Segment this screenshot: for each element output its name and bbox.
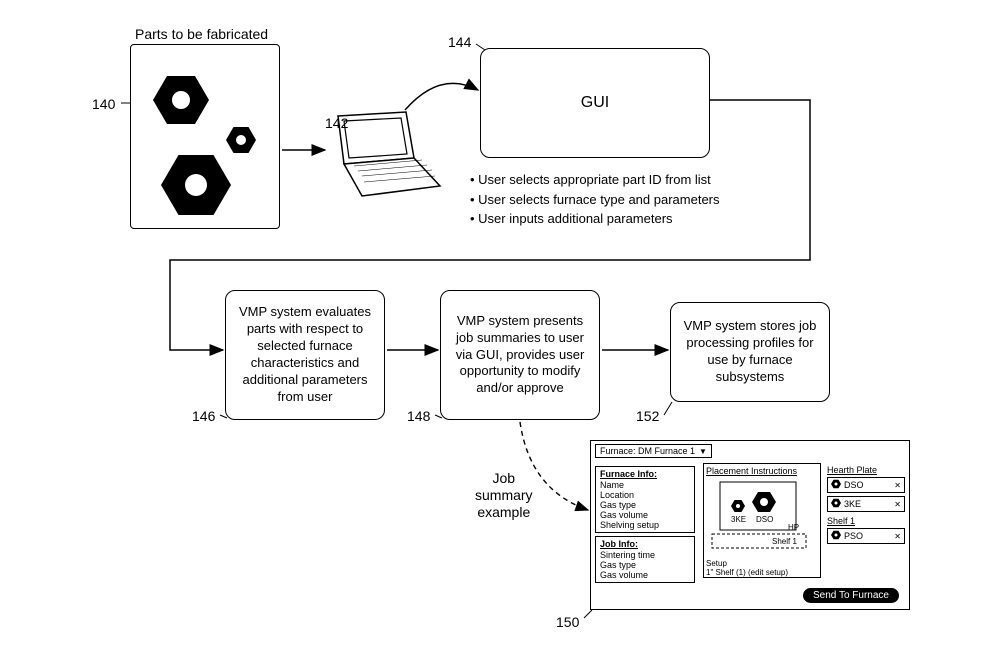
fi-2: Gas type <box>600 500 690 510</box>
furnace-info-box: Furnace Info: Name Location Gas type Gas… <box>595 466 695 533</box>
parts-hex-icons <box>131 45 281 230</box>
placement-illustration: 3KE DSO HP Shelf 1 <box>706 478 820 558</box>
hearth-item-3ke[interactable]: 3KE ✕ <box>827 496 905 512</box>
parts-title: Parts to be fabricated <box>135 26 268 42</box>
ref-152: 152 <box>636 408 659 424</box>
ji-0: Sintering time <box>600 550 690 560</box>
gear-icon <box>831 479 841 491</box>
box-148-text: VMP system presents job summaries to use… <box>447 313 593 397</box>
bullet-3: • User inputs additional parameters <box>470 209 720 229</box>
close-icon[interactable]: ✕ <box>894 532 901 541</box>
furnace-selected: Furnace: DM Furnace 1 <box>600 446 695 456</box>
fi-3: Gas volume <box>600 510 690 520</box>
fi-0: Name <box>600 480 690 490</box>
box-152: VMP system stores job processing profile… <box>670 302 830 402</box>
box-148: VMP system presents job summaries to use… <box>440 290 600 420</box>
close-icon[interactable]: ✕ <box>894 481 901 490</box>
setup-l2: 1" Shelf (1) (edit setup) <box>706 569 818 578</box>
hearth-item-dso[interactable]: DSO ✕ <box>827 477 905 493</box>
pl-shelf: Shelf 1 <box>772 537 797 546</box>
job-info-title: Job Info: <box>600 539 690 549</box>
pl-hp: HP <box>788 523 799 532</box>
job-summary-label: Job summary example <box>475 470 533 520</box>
job-info-box: Job Info: Sintering time Gas type Gas vo… <box>595 536 695 583</box>
hearth-title: Hearth Plate <box>827 465 905 475</box>
ref-140: 140 <box>92 96 115 112</box>
ji-1: Gas type <box>600 560 690 570</box>
gear-icon <box>831 530 841 542</box>
ref-142: 142 <box>325 115 348 131</box>
hi-1: 3KE <box>844 499 861 509</box>
ref-148: 148 <box>407 408 430 424</box>
box-146: VMP system evaluates parts with respect … <box>225 290 385 420</box>
furnace-dropdown[interactable]: Furnace: DM Furnace 1 ▼ <box>595 444 712 458</box>
pl-dso: DSO <box>756 515 773 524</box>
box-152-text: VMP system stores job processing profile… <box>677 318 823 386</box>
bullet-1: • User selects appropriate part ID from … <box>470 170 720 190</box>
gui-label: GUI <box>581 93 609 114</box>
gui-bullets: • User selects appropriate part ID from … <box>470 170 720 229</box>
gui-box: GUI <box>480 48 710 158</box>
furnace-info-title: Furnace Info: <box>600 469 690 479</box>
ref-146: 146 <box>192 408 215 424</box>
placement-title: Placement Instructions <box>706 466 818 476</box>
shelf-title: Shelf 1 <box>827 516 905 526</box>
hi-0: DSO <box>844 480 864 490</box>
shelf-item-pso[interactable]: PSO ✕ <box>827 528 905 544</box>
gear-icon <box>831 498 841 510</box>
close-icon[interactable]: ✕ <box>894 500 901 509</box>
fi-4: Shelving setup <box>600 520 690 530</box>
ref-150: 150 <box>556 614 579 630</box>
parts-box <box>130 44 280 229</box>
send-to-furnace-button[interactable]: Send To Furnace <box>803 588 899 603</box>
fi-1: Location <box>600 490 690 500</box>
placement-box: Placement Instructions 3KE DSO HP Shelf … <box>703 463 821 578</box>
ref-144: 144 <box>448 34 471 50</box>
pl-3ke: 3KE <box>731 515 746 524</box>
chevron-down-icon: ▼ <box>699 447 707 456</box>
bullet-2: • User selects furnace type and paramete… <box>470 190 720 210</box>
job-summary-panel: Furnace: DM Furnace 1 ▼ Furnace Info: Na… <box>590 440 910 610</box>
ji-2: Gas volume <box>600 570 690 580</box>
si-0: PSO <box>844 531 863 541</box>
box-146-text: VMP system evaluates parts with respect … <box>232 304 378 405</box>
